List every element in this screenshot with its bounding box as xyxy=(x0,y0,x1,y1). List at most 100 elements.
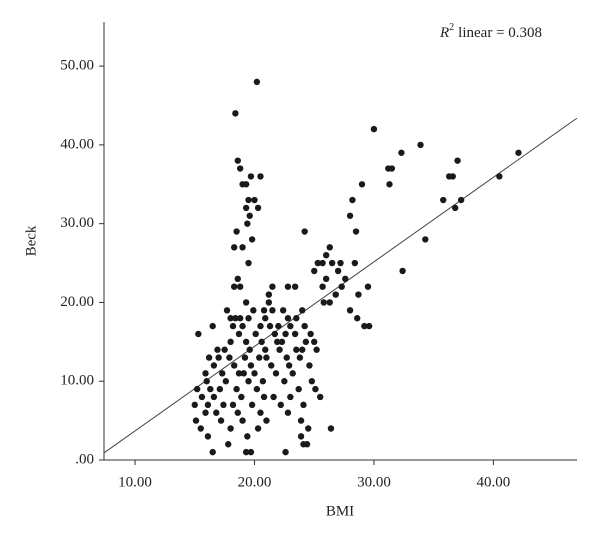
y-tick-label: 10.00 xyxy=(60,373,94,389)
x-tick-label: 30.00 xyxy=(357,474,391,490)
point xyxy=(351,259,359,267)
point xyxy=(233,228,240,235)
point xyxy=(238,393,245,401)
point xyxy=(210,362,218,369)
point xyxy=(496,173,503,180)
point xyxy=(301,322,308,330)
point xyxy=(251,370,258,377)
point xyxy=(239,322,246,330)
point xyxy=(245,315,252,322)
point xyxy=(313,346,320,353)
point xyxy=(226,354,233,361)
point xyxy=(236,315,244,322)
point xyxy=(247,448,255,456)
y-tick-label: 50.00 xyxy=(60,58,94,74)
point xyxy=(197,425,204,432)
point xyxy=(225,441,232,448)
point xyxy=(386,181,393,188)
point xyxy=(417,141,424,149)
point xyxy=(252,330,259,338)
point xyxy=(281,378,288,385)
point xyxy=(209,322,216,330)
point xyxy=(399,267,406,275)
point xyxy=(242,204,250,212)
point xyxy=(260,393,268,401)
point xyxy=(195,330,202,338)
point xyxy=(278,338,286,346)
point xyxy=(283,354,290,361)
point xyxy=(234,275,241,283)
point xyxy=(338,283,345,290)
point xyxy=(352,228,360,235)
point xyxy=(364,283,372,290)
point xyxy=(287,322,294,330)
point xyxy=(301,228,308,235)
point xyxy=(242,181,250,188)
point xyxy=(203,378,210,385)
y-tick-label: 20.00 xyxy=(60,294,94,310)
point xyxy=(244,433,251,440)
point xyxy=(229,401,237,409)
point xyxy=(205,354,213,361)
point xyxy=(219,370,226,377)
point xyxy=(326,299,333,306)
point xyxy=(316,393,324,401)
point xyxy=(314,259,322,267)
point xyxy=(235,330,243,338)
point xyxy=(269,283,276,290)
point xyxy=(241,354,249,361)
point xyxy=(242,299,250,306)
point xyxy=(355,291,362,298)
point xyxy=(251,196,258,204)
point xyxy=(284,283,292,290)
annotation-text: linear = 0.308 xyxy=(458,25,542,41)
point xyxy=(327,425,335,432)
point xyxy=(240,370,247,377)
y-tick-label: .00 xyxy=(75,451,94,467)
point xyxy=(271,330,279,338)
point xyxy=(370,125,378,133)
point xyxy=(221,346,228,353)
point xyxy=(291,330,299,338)
point xyxy=(262,346,269,353)
point xyxy=(398,149,405,156)
point xyxy=(291,283,299,290)
point xyxy=(215,354,222,361)
point xyxy=(204,433,212,440)
point xyxy=(454,157,461,164)
point xyxy=(361,322,368,330)
point xyxy=(270,393,277,401)
point xyxy=(279,307,287,314)
point xyxy=(247,362,255,369)
point xyxy=(299,307,306,314)
point xyxy=(259,378,267,385)
point xyxy=(440,196,447,204)
point xyxy=(191,401,198,409)
point xyxy=(227,338,234,346)
point xyxy=(306,362,313,369)
point xyxy=(222,378,230,385)
point xyxy=(311,267,318,275)
point xyxy=(198,393,206,401)
point xyxy=(230,244,238,251)
point xyxy=(210,393,218,401)
point xyxy=(214,346,221,353)
point xyxy=(234,157,241,164)
point xyxy=(296,354,304,361)
point xyxy=(319,259,326,267)
point xyxy=(299,346,306,353)
point xyxy=(365,322,373,330)
point xyxy=(245,378,252,385)
point xyxy=(451,204,459,212)
point xyxy=(282,448,289,456)
point xyxy=(236,283,244,290)
point xyxy=(284,409,292,416)
y-tick-label: 30.00 xyxy=(60,215,94,231)
point xyxy=(515,149,522,156)
point xyxy=(293,346,300,353)
point xyxy=(289,370,296,377)
point xyxy=(322,275,330,283)
point xyxy=(239,417,246,424)
point xyxy=(354,315,361,322)
point xyxy=(234,409,241,416)
